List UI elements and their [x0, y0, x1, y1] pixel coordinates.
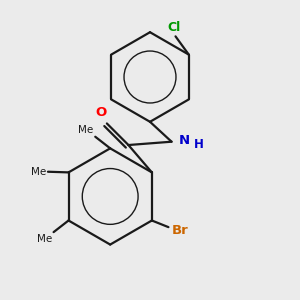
Text: Cl: Cl [167, 21, 181, 34]
Text: N: N [179, 134, 190, 146]
Text: Br: Br [171, 224, 188, 237]
Text: Me: Me [37, 234, 52, 244]
Text: O: O [95, 106, 106, 119]
Text: Me: Me [31, 167, 46, 177]
Text: Me: Me [78, 125, 94, 135]
Text: H: H [194, 138, 204, 151]
